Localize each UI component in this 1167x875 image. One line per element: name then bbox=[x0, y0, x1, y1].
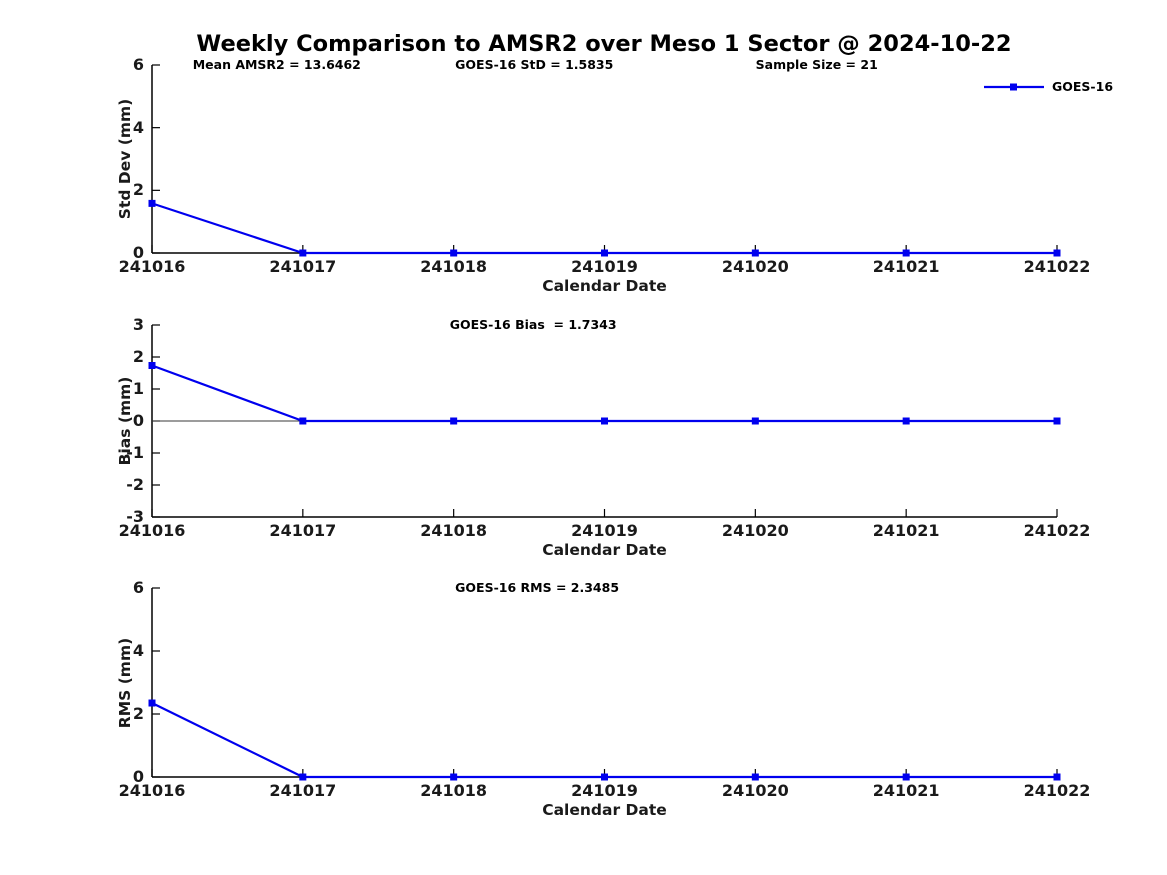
subplot-annotation: GOES-16 StD = 1.5835 bbox=[455, 57, 614, 72]
data-point-marker bbox=[601, 417, 608, 425]
y-tick-label: 0 bbox=[132, 243, 144, 262]
y-tick-label: 4 bbox=[132, 117, 144, 137]
y-tick-label: 1 bbox=[132, 379, 144, 398]
y-axis-label: Bias (mm) bbox=[116, 376, 134, 466]
x-axis-label: Calendar Date bbox=[542, 801, 667, 819]
subplot-annotation: GOES-16 RMS = 2.3485 bbox=[455, 580, 620, 595]
series-line-GOES-16 bbox=[151, 702, 1057, 779]
x-tick-label: 241019 bbox=[571, 257, 638, 276]
subplot-std-dev bbox=[148, 64, 1061, 257]
data-point-marker bbox=[902, 249, 910, 257]
x-tick-label: 241016 bbox=[118, 781, 186, 800]
data-point-marker bbox=[601, 249, 608, 257]
x-tick-label: 241022 bbox=[1023, 521, 1091, 540]
x-tick-label: 241019 bbox=[571, 781, 638, 800]
subplot-bias bbox=[148, 324, 1061, 518]
x-tick-label: 241022 bbox=[1023, 781, 1091, 800]
x-tick-label: 241018 bbox=[420, 781, 488, 800]
x-tick-label: 241017 bbox=[269, 521, 337, 540]
x-tick-label: 241020 bbox=[721, 257, 789, 276]
series-line-GOES-16 bbox=[151, 364, 1057, 423]
subplot-annotation: Sample Size = 21 bbox=[755, 57, 878, 72]
data-point-marker bbox=[751, 773, 759, 781]
y-tick-label: 2 bbox=[132, 347, 144, 366]
data-point-marker bbox=[299, 773, 307, 781]
data-point-marker bbox=[148, 362, 156, 370]
data-point-marker bbox=[450, 773, 458, 781]
y-tick-label: -1 bbox=[126, 443, 144, 462]
x-axis-label: Calendar Date bbox=[542, 541, 667, 559]
y-tick-label: 2 bbox=[132, 180, 144, 200]
y-tick-label: -2 bbox=[126, 475, 144, 494]
data-point-marker bbox=[148, 699, 156, 707]
y-tick-label: 3 bbox=[132, 315, 144, 334]
y-axis-label: Std Dev (mm) bbox=[116, 98, 134, 220]
data-point-marker bbox=[601, 773, 608, 781]
data-point-marker bbox=[751, 417, 759, 425]
x-tick-label: 241020 bbox=[721, 781, 789, 800]
y-tick-label: 0 bbox=[132, 411, 144, 430]
legend-line-icon bbox=[984, 83, 1044, 90]
legend-label: GOES-16 bbox=[1052, 79, 1114, 94]
x-tick-label: 241021 bbox=[872, 521, 940, 540]
x-tick-label: 241017 bbox=[269, 257, 337, 276]
x-tick-label: 241018 bbox=[420, 521, 488, 540]
y-tick-label: -3 bbox=[126, 507, 144, 526]
subplot-annotation: GOES-16 Bias = 1.7343 bbox=[449, 317, 617, 332]
x-axis-label: Calendar Date bbox=[542, 277, 667, 295]
y-tick-label: 6 bbox=[132, 55, 144, 74]
data-point-marker bbox=[1053, 417, 1061, 425]
data-point-marker bbox=[450, 249, 458, 257]
x-tick-label: 241019 bbox=[571, 521, 638, 540]
data-point-marker bbox=[299, 249, 307, 257]
subplot-rms bbox=[148, 587, 1061, 781]
y-tick-label: 4 bbox=[132, 641, 144, 660]
data-point-marker bbox=[1053, 249, 1061, 257]
data-point-marker bbox=[751, 249, 759, 257]
y-tick-label: 6 bbox=[132, 578, 144, 597]
y-tick-label: 0 bbox=[132, 767, 144, 786]
x-tick-label: 241022 bbox=[1023, 257, 1091, 276]
x-tick-label: 241020 bbox=[721, 521, 789, 540]
data-point-marker bbox=[902, 773, 910, 781]
subplot-annotation: Mean AMSR2 = 13.6462 bbox=[192, 57, 361, 72]
data-point-marker bbox=[299, 417, 307, 425]
data-point-marker bbox=[902, 417, 910, 425]
x-tick-label: 241017 bbox=[269, 781, 337, 800]
x-tick-label: 241018 bbox=[420, 257, 488, 276]
x-tick-label: 241016 bbox=[118, 521, 186, 540]
data-point-marker bbox=[148, 199, 156, 207]
legend: GOES-16 bbox=[983, 79, 1113, 94]
y-tick-label: 2 bbox=[132, 704, 144, 723]
y-axis-label: RMS (mm) bbox=[116, 637, 134, 728]
figure-title: Weekly Comparison to AMSR2 over Meso 1 S… bbox=[196, 31, 1012, 57]
data-point-marker bbox=[450, 417, 458, 425]
x-tick-label: 241021 bbox=[872, 257, 940, 276]
x-tick-label: 241021 bbox=[872, 781, 940, 800]
data-point-marker bbox=[1053, 773, 1061, 781]
x-tick-label: 241016 bbox=[118, 257, 186, 276]
